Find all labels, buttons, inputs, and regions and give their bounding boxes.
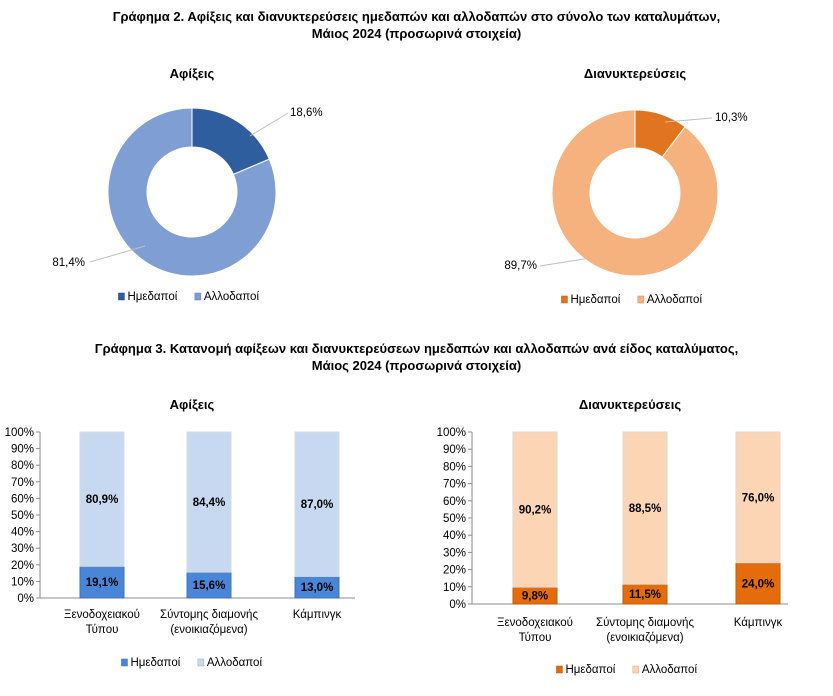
donut-arrivals-legend-label-1: Αλλοδαποί [204, 291, 260, 303]
bar-overnights-legend-label-1: Αλλοδαποί [642, 664, 698, 676]
bar-overnights-y-tick-label-8: 80% [443, 461, 466, 473]
bar-arrivals-y-tick-label-1: 10% [11, 576, 34, 588]
bar-overnights-category-label-0-0: Ξενοδοχειακού [497, 617, 573, 629]
bar-arrivals-data-label-1-1: 84,4% [193, 497, 226, 509]
figure-2-title-line1: Γράφημα 2. Αφίξεις και διανυκτερεύσεις η… [112, 9, 721, 24]
bar-arrivals-y-tick-label-6: 60% [11, 493, 34, 505]
bar-arrivals-data-label-0-2: 13,0% [301, 582, 334, 594]
bar-arrivals-bar-0-0 [79, 565, 125, 599]
bar-arrivals-y-tick-label-3: 30% [11, 543, 34, 555]
figure-3-title-line2: Μάιος 2024 (προσωρινά στοιχεία) [311, 358, 522, 373]
bar-overnights-legend-swatch-0 [556, 665, 563, 674]
bar-arrivals-y-tick-label-8: 80% [11, 460, 34, 472]
bar-overnights-bar-1-0 [512, 431, 558, 588]
donut-overnights-title: Διανυκτερεύσεις [584, 66, 686, 81]
bar-overnights-y-tick-label-7: 70% [443, 479, 466, 491]
bar-overnights-y-tick-label-2: 20% [443, 565, 466, 577]
bar-arrivals-bar-0-1 [186, 571, 232, 599]
bar-arrivals-data-label-0-0: 19,1% [86, 577, 119, 589]
bar-overnights-category-label-0-1: Τύπου [519, 632, 552, 644]
donut-arrivals-leader-1 [89, 245, 146, 263]
bar-overnights-bar-1-2 [735, 431, 781, 564]
donut-arrivals-legend-swatch-1 [194, 292, 202, 301]
donut-overnights-data-label-0: 10,3% [715, 112, 748, 124]
bar-arrivals-legend-label-1: Αλλοδαποί [207, 657, 263, 669]
donut-overnights-leader-0 [664, 117, 713, 123]
bar-overnights-category-label-1-1: (ενοικιαζόμενα) [606, 632, 683, 644]
donut-overnights-legend-label-1: Αλλοδαποί [647, 294, 703, 306]
bar-overnights-data-label-1-1: 88,5% [629, 503, 662, 515]
bar-overnights-data-label-0-0: 9,8% [522, 591, 548, 603]
donut-overnights-data-label-1: 89,7% [504, 260, 537, 272]
donut-overnights-legend-swatch-1 [637, 295, 645, 304]
donut-arrivals-data-label-1: 81,4% [52, 257, 85, 269]
donut-overnights-slice-1 [551, 109, 719, 277]
donut-overnights-leader-1 [539, 257, 591, 267]
bar-overnights-y-tick-label-5: 50% [443, 513, 466, 525]
bar-arrivals-category-label-0-0: Ξενοδοχειακού [64, 609, 140, 621]
bar-overnights-title: Διανυκτερεύσεις [579, 397, 681, 412]
bar-arrivals-y-tick-label-4: 40% [11, 527, 34, 539]
bar-overnights-category-label-2-0: Κάμπινγκ [734, 617, 783, 629]
bar-arrivals-data-label-0-1: 15,6% [193, 580, 226, 592]
bar-overnights-y-tick-label-10: 100% [437, 427, 466, 439]
figure-2-title-line2: Μάιος 2024 (προσωρινά στοιχεία) [311, 26, 522, 41]
bar-overnights-y-tick-label-6: 60% [443, 496, 466, 508]
bar-arrivals-bar-1-2 [294, 431, 340, 577]
donut-arrivals-legend-label-0: Ημεδαποί [127, 291, 177, 303]
bar-overnights-bar-1-1 [622, 431, 668, 585]
bar-arrivals-category-label-1-1: (ενοικιαζόμενα) [170, 624, 247, 636]
bar-arrivals-data-label-1-0: 80,9% [86, 494, 119, 506]
donut-arrivals-title: Αφίξεις [170, 66, 215, 81]
bar-arrivals-y-tick-label-9: 90% [11, 444, 34, 456]
bar-arrivals-category-label-2-0: Κάμπινγκ [293, 609, 342, 621]
bar-arrivals-data-label-1-2: 87,0% [301, 499, 334, 511]
figure-2-title: Γράφημα 2. Αφίξεις και διανυκτερεύσεις η… [0, 8, 833, 42]
bar-arrivals-bar-1-1 [186, 431, 232, 573]
bar-overnights-y-tick-label-9: 90% [443, 444, 466, 456]
bar-overnights-data-label-1-2: 76,0% [742, 492, 775, 504]
bar-arrivals-y-tick-label-2: 20% [11, 560, 34, 572]
bar-arrivals-category-label-0-1: Τύπου [86, 624, 119, 636]
bar-arrivals-y-tick-label-0: 0% [17, 593, 34, 605]
figure-3-title-line1: Γράφημα 3. Κατανομή αφίξεων και διανυκτε… [94, 341, 739, 356]
figure-3-title: Γράφημα 3. Κατανομή αφίξεων και διανυκτε… [0, 340, 833, 374]
bar-arrivals-y-tick-label-5: 50% [11, 510, 34, 522]
bar-overnights-y-tick-label-3: 30% [443, 547, 466, 559]
bar-overnights-y-tick-label-1: 10% [443, 582, 466, 594]
bar-arrivals-y-tick-label-7: 70% [11, 477, 34, 489]
bar-arrivals-legend-swatch-1 [197, 658, 205, 667]
bar-arrivals-bar-1-0 [79, 431, 125, 567]
bar-arrivals-y-tick-label-10: 100% [5, 427, 34, 439]
donut-arrivals-slice-1 [107, 107, 277, 277]
bar-arrivals-legend-label-0: Ημεδαποί [130, 657, 180, 669]
bar-arrivals-legend-swatch-0 [121, 658, 128, 667]
bar-arrivals-title: Αφίξεις [170, 397, 215, 412]
bar-overnights-legend-swatch-1 [632, 665, 640, 674]
bar-overnights-data-label-0-2: 24,0% [742, 578, 775, 590]
donut-overnights-legend-swatch-0 [561, 295, 568, 304]
bar-overnights-data-label-1-0: 90,2% [519, 505, 552, 517]
donut-overnights-legend-label-0: Ημεδαποί [570, 294, 620, 306]
donut-arrivals-legend-swatch-0 [118, 292, 125, 301]
bar-overnights-category-label-1-0: Σύντομης διαμονής [596, 617, 694, 629]
bar-overnights-y-tick-label-0: 0% [449, 599, 466, 611]
bar-arrivals-category-label-1-0: Σύντομης διαμονής [160, 609, 258, 621]
bar-overnights-legend-label-0: Ημεδαποί [565, 664, 615, 676]
bar-overnights-data-label-0-1: 11,5% [629, 589, 661, 601]
bar-overnights-y-tick-label-4: 40% [443, 530, 466, 542]
donut-arrivals-leader-0 [249, 112, 289, 137]
donut-arrivals-data-label-0: 18,6% [290, 107, 323, 119]
